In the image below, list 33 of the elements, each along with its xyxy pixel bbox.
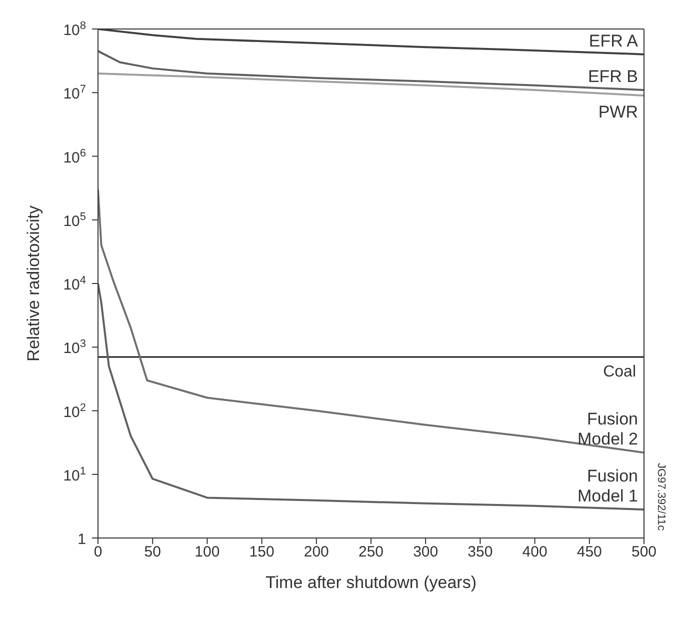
x-tick-label: 0 (94, 544, 102, 561)
y-tick-label: 10$^{6}$ (63, 147, 86, 166)
line-series (98, 188, 644, 454)
y-tick-label: 10$^{1}$ (63, 465, 86, 484)
series-label: EFR B (588, 66, 638, 86)
x-tick-label: 350 (468, 544, 493, 561)
series-label: EFR A (588, 31, 639, 50)
y-tick-label: 10$^{4}$ (63, 274, 86, 294)
y-tick-label: 10$^{5}$ (63, 210, 86, 230)
text: JG97.392/11c (655, 463, 667, 531)
series-label: Fusion Model 2 (578, 410, 638, 449)
y-axis-title: Relative radiotoxicity (24, 205, 44, 362)
line-series (98, 50, 644, 91)
y-tick-label: 10$^{2}$ (63, 402, 86, 421)
series-label: Fusion Model 1 (578, 466, 638, 506)
x-tick-label: 50 (144, 544, 161, 561)
x-tick-label: 500 (631, 544, 657, 561)
x-tick-label: 100 (194, 544, 220, 561)
y-tick-label: 10$^{7}$ (63, 84, 86, 103)
x-tick-label: 450 (576, 544, 602, 561)
series-label: PWR (598, 102, 638, 122)
line-series (98, 282, 644, 511)
x-tick-label: 250 (358, 544, 384, 561)
x-tick-label: 300 (413, 544, 438, 561)
line-series (98, 72, 644, 97)
ref-line-label: Coal (603, 363, 636, 380)
x-axis-title: Time after shutdown (years) (266, 573, 476, 592)
y-tick-label: 1 (78, 531, 86, 548)
x-tick-label: 150 (249, 544, 274, 561)
y-tick-label: 10$^{3}$ (63, 338, 86, 358)
y-tick-label: 10$^{8}$ (63, 20, 86, 39)
x-tick-label: 400 (522, 544, 548, 561)
x-tick-label: 200 (304, 544, 329, 561)
